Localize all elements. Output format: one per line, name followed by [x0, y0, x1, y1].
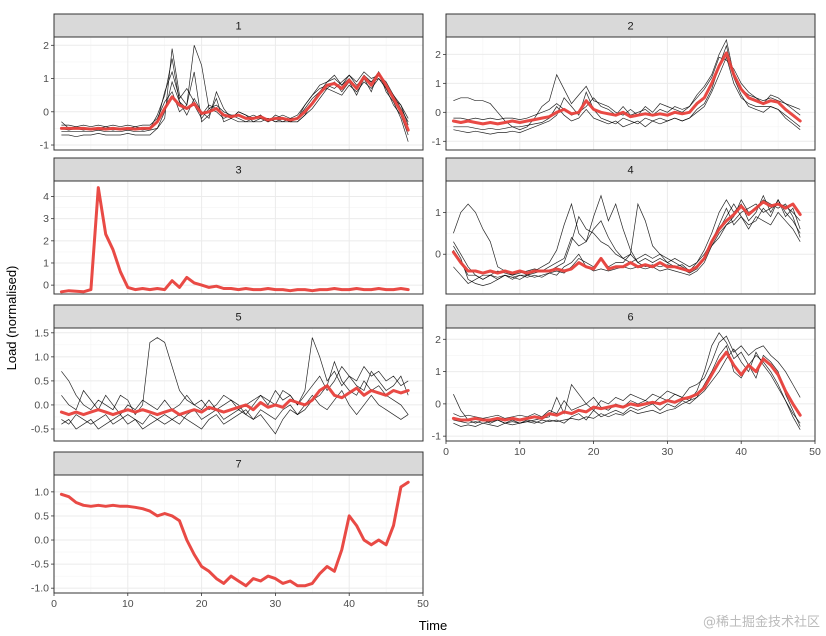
- y-tick-label: 1: [435, 366, 441, 378]
- y-tick-label: 2: [43, 40, 49, 52]
- facet-strip-label: 1: [235, 21, 241, 33]
- x-tick-label: 50: [809, 446, 821, 458]
- panel-border: [445, 180, 816, 295]
- panel-border: [445, 327, 816, 442]
- panel-border: [53, 327, 424, 442]
- mean-series-line: [451, 350, 802, 422]
- y-axis-title: Load (normalised): [4, 266, 19, 371]
- x-tick-label: 50: [417, 598, 429, 610]
- y-tick-label: 0: [435, 249, 441, 261]
- facet-strip-label: 5: [235, 312, 241, 324]
- mean-series-line: [59, 384, 410, 417]
- y-tick-label: 0.5: [34, 510, 49, 522]
- y-tick-label: -1.0: [31, 583, 49, 595]
- x-tick-label: 10: [514, 446, 526, 458]
- y-tick-label: -0.5: [31, 559, 49, 571]
- panel-border: [445, 36, 816, 151]
- y-tick-label: 0.5: [34, 375, 49, 387]
- y-tick-label: 0: [435, 398, 441, 410]
- facet-panel-4: 4 0 1: [435, 157, 816, 295]
- y-tick-label: 4: [43, 191, 49, 203]
- sample-series-line: [453, 202, 801, 280]
- sample-series-line: [453, 335, 801, 419]
- x-axis-title: Time: [419, 618, 447, 633]
- panel-border: [53, 36, 424, 151]
- facet-strip-label: 7: [235, 459, 241, 471]
- panel-border: [53, 180, 424, 295]
- x-tick-label: 30: [270, 598, 282, 610]
- y-tick-label: -1: [432, 431, 441, 443]
- y-tick-label: 0.0: [34, 535, 49, 547]
- x-tick-label: 30: [662, 446, 674, 458]
- facet-panel-3: 3 0 1 2 3 4: [43, 157, 424, 295]
- y-tick-label: 0: [435, 107, 441, 119]
- y-tick-label: -0.5: [31, 423, 49, 435]
- sample-series-line: [453, 345, 801, 427]
- y-tick-label: 2: [43, 235, 49, 247]
- mean-series-line: [59, 186, 410, 294]
- y-tick-label: 1: [435, 207, 441, 219]
- y-tick-label: 2: [435, 334, 441, 346]
- facet-strip-label: 6: [627, 312, 633, 324]
- y-tick-label: 1: [43, 73, 49, 85]
- y-tick-label: 1.0: [34, 351, 49, 363]
- facet-panel-1: 1 -1 0 1 2: [40, 13, 424, 152]
- x-tick-label: 40: [343, 598, 355, 610]
- facet-strip-label: 4: [627, 165, 633, 177]
- y-tick-label: 1.5: [34, 327, 49, 339]
- y-tick-label: 1: [435, 78, 441, 90]
- facet-strip-label: 3: [235, 165, 241, 177]
- panel-border: [53, 474, 424, 594]
- sample-series-line: [453, 194, 801, 284]
- x-tick-label: 0: [443, 446, 449, 458]
- facet-panel-5: 5 -0.5 0.0 0.5 1.0 1.5: [31, 304, 424, 442]
- sample-series-line: [453, 348, 801, 430]
- y-tick-label: 0: [43, 280, 49, 292]
- panels-layer: 1-10122-10123012344015-0.50.00.51.01.56-…: [31, 13, 821, 610]
- mean-series-line: [451, 51, 802, 126]
- sample-series-line: [453, 199, 801, 286]
- sample-series-line: [61, 389, 409, 435]
- y-tick-label: -1: [432, 136, 441, 148]
- y-tick-label: 0.0: [34, 399, 49, 411]
- mean-series-line: [59, 480, 410, 588]
- watermark-text: @稀土掘金技术社区: [703, 614, 820, 630]
- facet-strip-label: 2: [627, 21, 633, 33]
- sample-series-line: [61, 337, 409, 416]
- y-tick-label: 0: [43, 106, 49, 118]
- x-tick-label: 0: [51, 598, 57, 610]
- sample-series-line: [453, 56, 801, 120]
- sample-series-line: [453, 56, 801, 131]
- y-tick-label: 3: [43, 213, 49, 225]
- facet-panel-2: 2 -1 0 1 2: [432, 13, 816, 151]
- sample-series-line: [453, 44, 801, 135]
- y-tick-label: 1.0: [34, 486, 49, 498]
- x-tick-label: 20: [196, 598, 208, 610]
- facet-panel-7: 7 -1.0 -0.5 0.0 0.5 1.0 0 10 20 30 40 50: [31, 451, 429, 610]
- x-tick-label: 40: [735, 446, 747, 458]
- y-tick-label: -1: [40, 140, 49, 152]
- mean-series-line: [59, 72, 410, 132]
- x-tick-label: 20: [588, 446, 600, 458]
- y-tick-label: 2: [435, 49, 441, 61]
- x-tick-label: 10: [122, 598, 134, 610]
- y-tick-label: 1: [43, 257, 49, 269]
- sample-series-line: [61, 70, 409, 142]
- sample-series-line: [453, 332, 801, 424]
- mean-series-line: [451, 200, 802, 275]
